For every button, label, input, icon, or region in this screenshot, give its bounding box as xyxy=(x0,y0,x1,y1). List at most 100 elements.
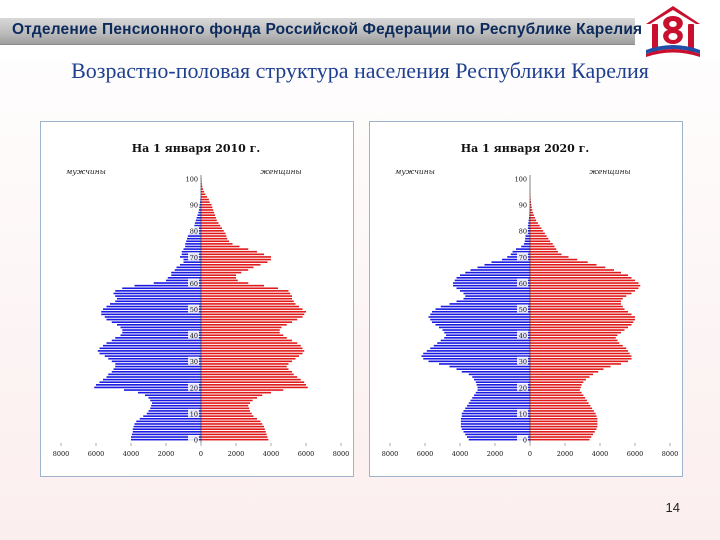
female-bar xyxy=(201,334,284,337)
male-bar xyxy=(472,376,530,378)
male-bar xyxy=(432,310,530,313)
female-bar xyxy=(201,227,222,230)
male-bar xyxy=(525,235,530,237)
female-bar xyxy=(530,381,584,384)
male-bar xyxy=(115,290,201,292)
male-bar xyxy=(111,370,201,373)
female-bar xyxy=(530,344,623,347)
female-bar xyxy=(201,352,303,355)
male-bar xyxy=(150,407,201,410)
age-tick-label: 0 xyxy=(523,437,527,445)
age-tick-bg xyxy=(188,174,199,182)
x-tick-label: 2000 xyxy=(228,450,245,458)
female-bar xyxy=(530,370,599,373)
female-bar xyxy=(530,402,589,404)
female-bar xyxy=(201,216,216,219)
female-bar xyxy=(201,237,228,240)
male-bar xyxy=(454,279,530,282)
x-tick-label: 6000 xyxy=(298,450,315,458)
male-bar xyxy=(444,337,530,339)
bars xyxy=(94,177,308,441)
female-bar xyxy=(530,248,557,250)
age-tick-label: 10 xyxy=(190,410,198,418)
male-bar xyxy=(435,324,530,326)
male-bar xyxy=(456,300,530,303)
female-bar xyxy=(201,316,303,318)
female-bar xyxy=(530,433,593,436)
male-bar xyxy=(171,274,201,277)
x-tick-label: 2000 xyxy=(487,450,504,458)
female-bar xyxy=(201,279,238,282)
age-tick-label: 100 xyxy=(186,176,198,184)
female-bar xyxy=(201,373,294,376)
female-bar xyxy=(201,292,291,295)
male-bar xyxy=(152,402,201,404)
male-bar xyxy=(442,329,530,331)
age-tick-label: 40 xyxy=(519,332,527,340)
female-bar xyxy=(201,219,217,222)
female-bar xyxy=(201,329,280,331)
age-tick-bg xyxy=(517,278,528,287)
male-bar xyxy=(468,438,530,441)
female-bar xyxy=(201,230,224,232)
female-bar xyxy=(530,284,641,287)
slide-title: Возрастно-половая структура населения Ре… xyxy=(71,58,649,83)
female-bar xyxy=(530,326,628,329)
age-tick-bg xyxy=(188,330,199,339)
female-bar xyxy=(201,357,296,360)
male-bar xyxy=(176,266,201,269)
male-bar xyxy=(463,297,530,300)
male-bar xyxy=(432,321,530,323)
age-tick-label: 0 xyxy=(194,437,198,445)
female-bar xyxy=(201,321,292,323)
male-bar xyxy=(439,326,530,329)
male-bar xyxy=(195,219,201,222)
female-bar xyxy=(530,399,587,402)
female-bar xyxy=(530,331,621,334)
female-bar xyxy=(530,222,538,224)
x-tick-label: 6000 xyxy=(417,450,434,458)
female-bar xyxy=(530,423,598,425)
female-bar xyxy=(530,404,591,407)
x-tick-label: 8000 xyxy=(53,450,70,458)
male-bar xyxy=(111,360,201,363)
female-bar xyxy=(201,295,292,297)
pyramid-chart-2010: На 1 января 2010 г. мужчины женщины 0 10 20 30… xyxy=(40,121,354,477)
male-bar xyxy=(103,378,201,381)
male-bar xyxy=(446,334,530,337)
male-bar xyxy=(460,290,530,292)
female-bar xyxy=(201,433,267,436)
male-bar xyxy=(502,258,530,261)
age-tick-bg xyxy=(188,408,199,417)
female-bar xyxy=(530,303,621,305)
male-bar xyxy=(108,357,201,360)
female-bar xyxy=(530,363,621,365)
male-bar xyxy=(199,206,201,209)
male-bar xyxy=(470,269,530,271)
left-series-label: мужчины xyxy=(395,167,435,176)
male-bar xyxy=(131,438,201,441)
male-bar xyxy=(460,420,531,423)
age-tick-bg xyxy=(517,200,528,209)
male-bar xyxy=(521,245,530,248)
right-series-label: женщины xyxy=(260,167,301,176)
female-bar xyxy=(530,292,632,295)
male-bar xyxy=(138,391,201,394)
age-tick-bg xyxy=(188,252,199,261)
male-bar xyxy=(97,350,201,352)
female-bar xyxy=(530,258,578,261)
age-tick-bg xyxy=(517,304,528,313)
male-bar xyxy=(99,381,201,384)
male-bar xyxy=(465,295,530,297)
female-bar xyxy=(530,240,551,243)
female-bar xyxy=(530,386,581,389)
female-bar xyxy=(530,376,590,378)
male-bar xyxy=(430,313,530,316)
male-bar xyxy=(430,347,530,350)
female-bar xyxy=(201,284,264,287)
male-bar xyxy=(460,274,530,277)
male-bar xyxy=(133,425,202,428)
male-bar xyxy=(421,355,530,357)
male-bar xyxy=(437,342,530,344)
male-bar xyxy=(529,214,530,216)
